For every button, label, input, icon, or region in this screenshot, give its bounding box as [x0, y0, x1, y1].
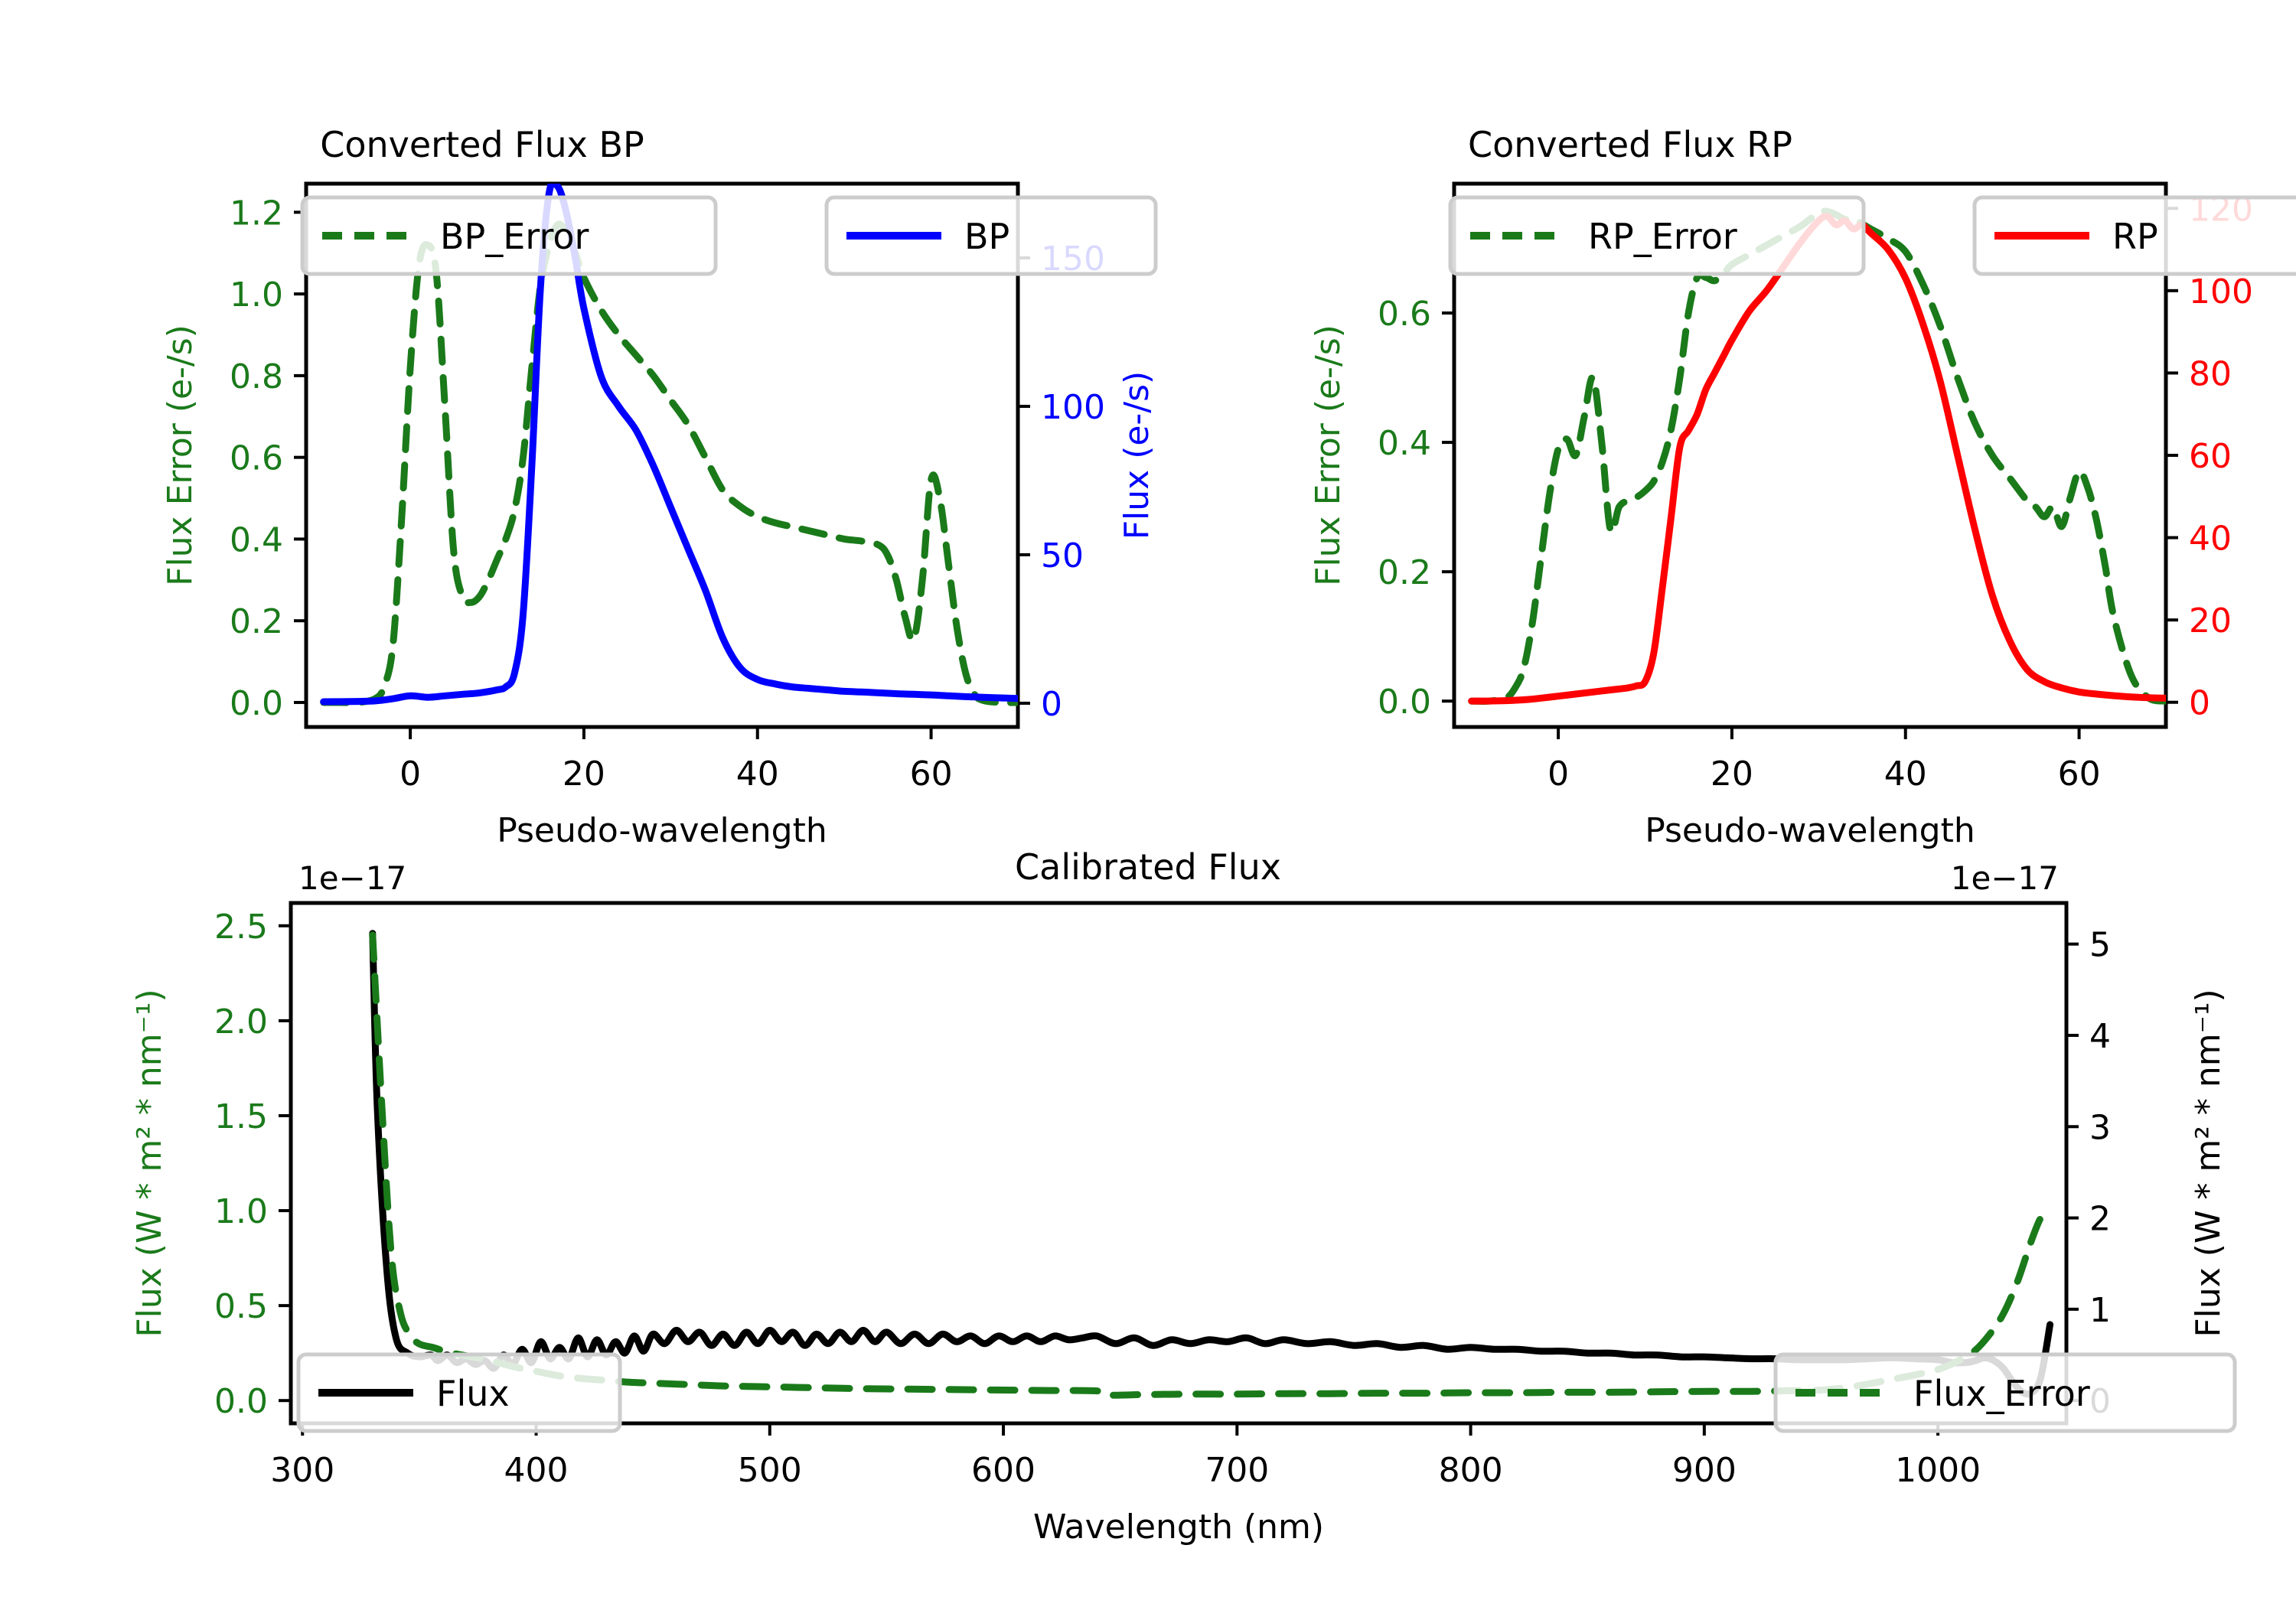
x-tick-label: 600 [971, 1451, 1035, 1490]
legend-rp[interactable]: RP [1972, 195, 2296, 276]
y-tick-label-left: 2.0 [214, 1002, 268, 1041]
y-offset-label-right: 1e−17 [1951, 859, 2059, 897]
x-tick-label: 60 [910, 755, 953, 794]
series-line-flux [369, 930, 2054, 1398]
legend-box [1448, 195, 1866, 276]
x-tick-label: 0 [400, 755, 421, 794]
legend-bp[interactable]: BP [824, 195, 1158, 276]
x-tick-label: 20 [1711, 755, 1753, 794]
y-tick-label-left: 1.0 [230, 275, 283, 315]
legend-label-rp: RP [2112, 216, 2158, 257]
y-tick-label-left: 0.2 [230, 602, 283, 641]
legend-box [296, 1352, 622, 1433]
x-tick-label: 900 [1672, 1451, 1737, 1490]
rp-chart-svg: 02040600.00.20.40.6020406080100120Pseudo… [1309, 181, 2296, 850]
y-tick-label-right: 50 [1041, 536, 1084, 575]
panel-rp-title: Converted Flux RP [1468, 124, 1792, 165]
legend-label-rp-error: RP_Error [1588, 216, 1737, 257]
y-tick-label-left: 0.0 [214, 1382, 268, 1421]
y-axis-label-right: Flux (e-/s) [1117, 371, 1156, 539]
y-tick-label-right: 80 [2189, 354, 2232, 393]
axes-frame [289, 901, 2069, 1426]
bp-chart-svg: 02040600.00.20.40.60.81.01.2050100150Pse… [161, 181, 1158, 850]
x-tick-label: 400 [504, 1451, 569, 1490]
y-tick-label-right: 0 [2189, 684, 2210, 723]
y-tick-label-left: 0.6 [1378, 295, 1431, 334]
legend-box [1972, 195, 2296, 276]
x-tick-label: 40 [736, 755, 779, 794]
x-axis-label: Pseudo-wavelength [497, 811, 827, 850]
panel-calibrated-flux: Calibrated Flux 300 400 500 600 700 800 900 100… [0, 826, 2296, 1607]
legend-box [824, 195, 1158, 276]
y-tick-label-right: 4 [2089, 1017, 2111, 1056]
y-tick-label-right: 5 [2089, 926, 2111, 965]
x-tick-label: 800 [1439, 1451, 1503, 1490]
y-axis-label-left: Flux Error (e-/s) [161, 324, 200, 586]
legend-label-bp-error: BP_Error [440, 216, 589, 257]
x-tick-label: 300 [270, 1451, 334, 1490]
y-tick-label-left: 0.4 [230, 520, 283, 559]
series-line-bp [320, 184, 1018, 706]
y-tick-label-right: 60 [2189, 437, 2232, 476]
panel-converted-flux-rp: Converted Flux RP 0 20 40 60 0.0 0.2 0.4 0.6 0 20… [1148, 107, 2296, 850]
y-axis-label-right: Flux (W * m² * nm⁻¹) [2189, 989, 2228, 1337]
y-tick-label-right: 2 [2089, 1200, 2111, 1239]
y-tick-label-left: 0.6 [230, 439, 283, 478]
panel-converted-flux-bp: Converted Flux BP 0 20 40 60 0.0 0.2 0.4 0.6 0.8… [0, 107, 1158, 850]
y-tick-label-left: 0.0 [230, 684, 283, 723]
y-tick-label-left: 2.5 [214, 908, 268, 947]
panel-bp-title: Converted Flux BP [320, 124, 644, 165]
x-tick-label: 1000 [1895, 1451, 1981, 1490]
x-tick-label: 500 [738, 1451, 802, 1490]
y-tick-label-left: 0.2 [1378, 553, 1431, 592]
legend-box [1773, 1352, 2237, 1433]
y-tick-label-right: 3 [2089, 1108, 2111, 1147]
y-tick-label-left: 0.0 [1378, 683, 1431, 722]
x-tick-label: 700 [1205, 1451, 1269, 1490]
legend-flux-error[interactable]: Flux_Error [1773, 1352, 2237, 1433]
y-tick-label-left: 0.4 [1378, 424, 1431, 463]
y-tick-label-right: 0 [1041, 685, 1062, 724]
y-tick-label-right: 1 [2089, 1291, 2111, 1330]
legend-label-flux: Flux [436, 1373, 510, 1414]
x-tick-label: 20 [563, 755, 605, 794]
legend-box [300, 195, 718, 276]
axes-frame [304, 181, 1020, 729]
legend-flux[interactable]: Flux [296, 1352, 622, 1433]
legend-bp-error[interactable]: BP_Error [300, 195, 718, 276]
calibrated-chart-svg: 300 400 500 600 700 800 900 1000 0.0 0.5 1.0 1.5 2.0… [130, 859, 2237, 1547]
y-tick-label-right: 20 [2189, 601, 2232, 641]
series-line-rp_error [1468, 207, 2166, 706]
y-tick-label-left: 1.5 [214, 1097, 268, 1136]
y-tick-label-left: 1.0 [214, 1192, 268, 1231]
panel-calibrated-title: Calibrated Flux [1015, 846, 1281, 888]
y-offset-label-left: 1e−17 [298, 859, 406, 897]
y-tick-label-right: 100 [1041, 388, 1105, 427]
legend-label-bp: BP [964, 216, 1009, 257]
x-tick-label: 40 [1884, 755, 1927, 794]
y-tick-label-left: 1.2 [230, 194, 283, 233]
x-axis-label: Wavelength (nm) [1033, 1508, 1324, 1547]
y-tick-label-right: 40 [2189, 520, 2232, 559]
series-line-bp_error [320, 220, 1018, 706]
y-axis-label-left: Flux (W * m² * nm⁻¹) [130, 989, 169, 1337]
series-line-flux_error [369, 931, 2054, 1399]
legend-label-flux-error: Flux_Error [1913, 1373, 2090, 1414]
x-tick-label: 0 [1548, 755, 1569, 794]
y-axis-label-left: Flux Error (e-/s) [1309, 324, 1348, 586]
y-tick-label-left: 0.5 [214, 1287, 268, 1326]
x-tick-label: 60 [2058, 755, 2101, 794]
y-tick-label-right: 100 [2189, 272, 2253, 311]
legend-rp-error[interactable]: RP_Error [1448, 195, 1866, 276]
x-axis-label: Pseudo-wavelength [1645, 811, 1975, 850]
y-tick-label-left: 0.8 [230, 357, 283, 396]
